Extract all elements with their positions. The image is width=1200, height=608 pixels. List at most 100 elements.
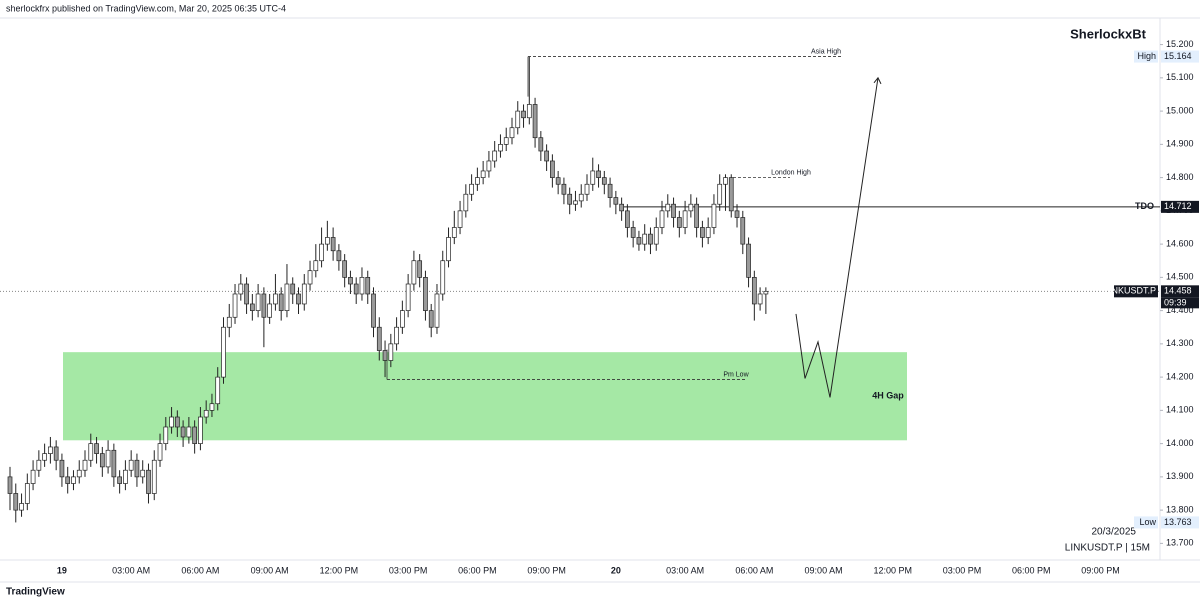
candle-body	[128, 459, 134, 471]
candle-body	[117, 476, 122, 484]
x-tick-label: 09:00 AM	[805, 565, 843, 575]
candle-body	[123, 469, 128, 484]
candle-body	[186, 426, 192, 438]
candle-body	[451, 227, 457, 238]
candle-body	[134, 459, 140, 478]
candle-body	[642, 233, 648, 245]
high-value: 15.164	[1164, 51, 1192, 61]
candle-body	[469, 183, 474, 195]
watermark: SherlockxBt	[1070, 26, 1147, 41]
candle-body	[653, 227, 659, 245]
last-bg	[1161, 285, 1199, 298]
x-tick-label: 06:00 AM	[735, 565, 773, 575]
candle-body	[163, 426, 169, 444]
candle-body	[636, 237, 642, 245]
candle-body	[555, 177, 561, 185]
candle-body	[526, 104, 532, 119]
candle-body	[498, 144, 503, 152]
candle-body	[209, 403, 215, 411]
candle-body	[348, 277, 353, 285]
y-tick-label: 14.500	[1166, 272, 1194, 282]
candle-body	[94, 443, 99, 454]
candle-body	[578, 193, 584, 202]
candle-body	[573, 200, 578, 205]
projection-path	[795, 77, 879, 398]
candle-body	[336, 250, 342, 262]
candle-body	[365, 277, 371, 295]
candle-body	[382, 350, 388, 361]
candle-body	[273, 293, 278, 305]
level-label: London High	[771, 169, 811, 176]
candle-body	[99, 453, 105, 468]
x-tick-label: 19	[57, 565, 67, 575]
candle-body	[249, 303, 255, 311]
candle-body	[711, 203, 717, 228]
candle-body	[330, 237, 336, 252]
candle-body	[226, 316, 232, 328]
candle-body	[24, 483, 30, 504]
candle-body	[290, 283, 296, 295]
candle-body	[267, 303, 272, 318]
candle-body	[157, 443, 163, 461]
candle-body	[492, 150, 498, 162]
candle-body	[307, 270, 313, 285]
candle-body	[71, 476, 76, 484]
arrow-head	[873, 76, 882, 85]
candle-body	[48, 446, 53, 454]
candle-body	[607, 183, 613, 198]
candle-body	[376, 326, 382, 351]
candle-body	[13, 493, 19, 511]
candle-body	[7, 476, 13, 494]
candle-body	[544, 150, 549, 162]
candle-body	[151, 459, 157, 494]
y-tick-label: 14.200	[1166, 371, 1194, 381]
last-label: LINKUSDT.P	[1104, 286, 1156, 296]
candle-body	[475, 177, 480, 185]
candle-body	[261, 293, 267, 318]
x-tick-label: 06:00 AM	[181, 565, 219, 575]
candle-body	[203, 410, 209, 418]
y-tick-label: 14.900	[1166, 139, 1194, 149]
candle-body	[596, 170, 601, 178]
candle-body	[550, 160, 555, 178]
candle-body	[359, 277, 365, 295]
candle-body	[30, 469, 36, 484]
candle-body	[561, 183, 567, 195]
candle-body	[538, 137, 544, 152]
tdo-bg	[1161, 200, 1199, 213]
x-tick-label: 12:00 PM	[874, 565, 913, 575]
last-label-bg	[1114, 285, 1158, 298]
candle-body	[169, 416, 174, 428]
candle-body	[244, 283, 249, 305]
candle-body	[763, 290, 769, 295]
candle-body	[82, 459, 88, 471]
candle-body	[728, 177, 734, 212]
x-tick-label: 03:00 AM	[112, 565, 150, 575]
candle-body	[36, 459, 42, 471]
candle-body	[174, 416, 180, 428]
high-label-bg	[1134, 50, 1158, 63]
candle-body	[278, 293, 284, 311]
level-label: Pm Low	[723, 371, 749, 378]
candle-body	[671, 203, 676, 218]
high-label: High	[1137, 51, 1156, 61]
candle-body	[590, 170, 596, 185]
high-bg	[1161, 50, 1199, 63]
candle-body	[705, 227, 711, 238]
candle-body	[59, 459, 65, 478]
candle-body	[665, 203, 671, 212]
candle-body	[480, 170, 486, 178]
y-tick-label: 15.100	[1166, 72, 1194, 82]
candle-body	[532, 104, 538, 139]
candle-body	[734, 210, 740, 218]
candle-body	[613, 197, 619, 205]
x-tick-label: 03:00 PM	[943, 565, 982, 575]
y-tick-label: 13.700	[1166, 538, 1194, 548]
candle-body	[76, 469, 82, 478]
y-tick-label: 14.400	[1166, 305, 1194, 315]
candle-body	[751, 277, 757, 305]
candle-body	[301, 283, 307, 305]
x-tick-label: 09:00 AM	[251, 565, 289, 575]
y-tick-label: 14.800	[1166, 172, 1194, 182]
